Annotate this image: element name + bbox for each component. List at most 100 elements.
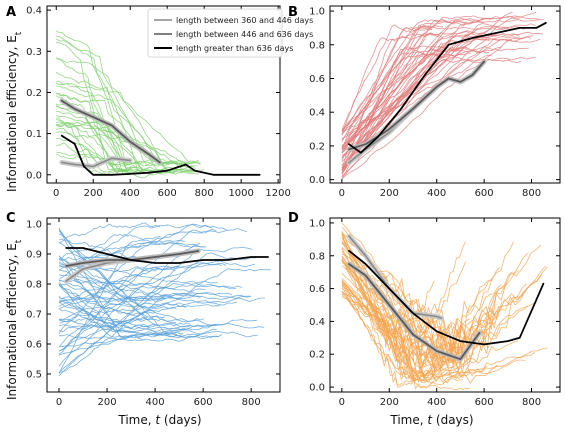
sample-trajectory-c <box>58 229 181 302</box>
y-tick-label-a: 0.3 <box>26 47 42 58</box>
y-axis-title-bottom: Informational efficiency, Et <box>5 239 24 400</box>
y-tick-label-c: 0.8 <box>26 280 42 291</box>
x-tick-label-d: 200 <box>380 397 399 408</box>
y-tick-label-b: 0.4 <box>309 108 325 119</box>
sample-trajectory-a <box>56 38 201 167</box>
y-tick-label-b: 0.6 <box>309 74 325 85</box>
y-axis-title-top: Informational efficiency, Et <box>5 31 24 192</box>
legend: length between 360 and 446 days length b… <box>147 8 313 58</box>
mean-line-long-b <box>348 21 547 154</box>
sample-trajectory-c <box>58 260 256 304</box>
y-tick-label-b: 0.0 <box>309 175 325 186</box>
sample-trajectory-d <box>341 222 535 373</box>
mean-line-long-d <box>348 249 545 346</box>
x-tick-label-b: 800 <box>522 188 541 199</box>
panel-c: 0 200 400 600 800 0.5 0.6 0.7 0.8 0.9 1.0 <box>26 217 281 408</box>
y-tick-label-a: 0.4 <box>26 6 42 17</box>
y-tick-label-d: 0.4 <box>309 317 325 328</box>
y-tick-label-b: 0.8 <box>309 40 325 51</box>
sample-trajectory-b <box>341 36 529 154</box>
mean-line-medium-d <box>348 263 481 361</box>
sample-trajectory-c <box>58 228 217 348</box>
panel-d: 0 200 400 600 800 0.0 0.2 0.4 0.6 0.8 1.0 <box>309 217 561 408</box>
sample-trajectory-c <box>58 295 166 325</box>
mean-line-long-c <box>65 247 269 264</box>
sample-trajectory-b <box>341 17 483 172</box>
x-tick-label-d: 400 <box>427 397 446 408</box>
panel-a: 0 200 400 600 800 1000 1200 0.0 0.1 0.2 0.3 0.4 <box>26 5 291 199</box>
sample-trajectory-c <box>58 334 219 342</box>
y-tick-label-c: 0.6 <box>26 340 42 351</box>
sample-trajectory-c <box>58 323 159 333</box>
sample-trajectory-b <box>341 35 534 180</box>
x-tick-label-a: 800 <box>195 188 214 199</box>
y-tick-label-a: 0.1 <box>26 129 42 140</box>
x-tick-label-a: 1200 <box>265 188 290 199</box>
plot-area-b <box>341 11 547 180</box>
sample-trajectory-c <box>58 281 145 341</box>
sample-trajectory-c <box>58 239 185 261</box>
x-tick-label-d: 0 <box>339 397 345 408</box>
axes-frame-a <box>46 5 281 184</box>
sample-trajectory-b <box>341 26 510 142</box>
sample-trajectory-c <box>58 262 227 307</box>
mean-line-short-a <box>60 157 131 168</box>
sample-trajectory-a <box>56 85 185 173</box>
sample-trajectory-a <box>56 92 127 167</box>
sample-trajectory-c <box>58 279 206 293</box>
x-tick-label-b: 200 <box>380 188 399 199</box>
sample-trajectory-d <box>341 280 435 386</box>
y-tick-label-c: 0.9 <box>26 250 42 261</box>
y-tick-label-d: 0.6 <box>309 284 325 295</box>
axes-frame-b <box>329 5 561 184</box>
sample-trajectory-c <box>59 283 217 326</box>
sample-trajectory-c <box>58 222 161 244</box>
x-tick-label-c: 0 <box>56 397 62 408</box>
x-axis-title-right: Time, t (days) <box>389 413 473 427</box>
x-tick-label-d: 600 <box>475 397 494 408</box>
sample-trajectory-b <box>341 15 540 153</box>
sample-trajectory-c <box>58 284 237 367</box>
x-tick-label-a: 400 <box>121 188 140 199</box>
sample-trajectory-c <box>58 269 191 327</box>
sample-trajectory-a <box>56 131 196 172</box>
sample-trajectory-c <box>58 261 187 312</box>
sample-trajectory-a <box>55 142 127 172</box>
x-tick-label-b: 0 <box>339 188 345 199</box>
x-tick-label-b: 600 <box>475 188 494 199</box>
mean-line-long-a <box>60 134 261 176</box>
x-tick-label-d: 800 <box>522 397 541 408</box>
y-tick-label-c: 0.7 <box>26 310 42 321</box>
panel-letter-a: A <box>6 5 16 20</box>
y-tick-label-c: 1.0 <box>26 220 42 231</box>
sample-trajectory-b <box>341 51 471 171</box>
y-tick-label-d: 1.0 <box>309 218 325 229</box>
y-tick-label-a: 0.2 <box>26 88 42 99</box>
sample-trajectory-a <box>56 138 205 175</box>
x-tick-label-a: 200 <box>84 188 103 199</box>
sample-trajectory-a <box>56 119 199 175</box>
axes-frame-d <box>329 217 561 393</box>
y-tick-label-d: 0.8 <box>309 251 325 262</box>
plot-area-a <box>55 30 261 179</box>
sample-trajectory-c <box>58 322 264 348</box>
legend-label-long: length greater than 636 days <box>176 44 293 53</box>
sample-trajectory-d <box>341 261 467 373</box>
panel-letter-c: C <box>6 211 16 226</box>
sample-trajectory-c <box>58 292 250 302</box>
sample-trajectory-b <box>341 37 490 169</box>
sample-trajectory-c <box>58 227 223 339</box>
x-tick-label-c: 800 <box>242 397 261 408</box>
sample-trajectory-d <box>341 265 495 359</box>
sample-trajectory-c <box>58 259 167 303</box>
x-tick-label-c: 200 <box>98 397 117 408</box>
sample-trajectory-b <box>341 19 466 135</box>
sample-trajectory-d <box>341 255 470 368</box>
sample-trajectory-c <box>58 292 233 309</box>
sample-trajectory-b <box>341 17 491 178</box>
x-tick-label-c: 400 <box>146 397 165 408</box>
x-axis-title-left: Time, t (days) <box>117 413 201 427</box>
y-tick-label-a: 0.0 <box>26 170 42 181</box>
y-tick-label-b: 1.0 <box>309 7 325 18</box>
